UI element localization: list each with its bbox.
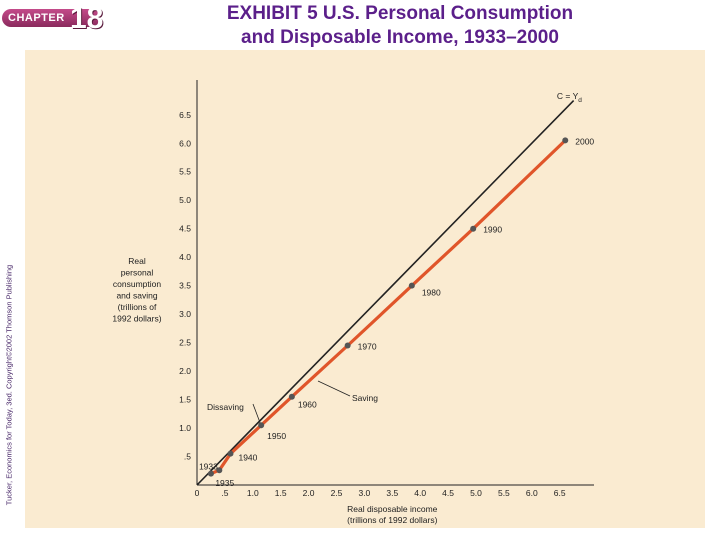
point-label-1980: 1980 (422, 288, 441, 298)
y-axis-label-line: personal (121, 268, 154, 278)
x-tick-label: 5.0 (470, 488, 482, 498)
chart-labels: Real disposable income(trillions of 1992… (112, 91, 594, 525)
x-tick-label: 6.0 (526, 488, 538, 498)
point-label-1960: 1960 (298, 400, 317, 410)
data-point (258, 422, 265, 429)
y-axis-label-line: consumption (113, 279, 161, 289)
x-tick-label: 6.5 (554, 488, 566, 498)
tick-labels: 0 .5 1.0 1.5 2.0 2.5 3.0 3.5 4.0 4.5 5.0 5.5 6.0 6.5.… (179, 110, 566, 498)
x-tick-label: 4.5 (442, 488, 454, 498)
y-tick-label: 6.0 (179, 138, 191, 148)
y-tick-label: 1.5 (179, 395, 191, 405)
y-tick-label: 3.0 (179, 309, 191, 319)
data-point (344, 342, 351, 349)
chapter-label: CHAPTER (8, 12, 65, 24)
y-tick-label: 4.0 (179, 252, 191, 262)
chart-points (207, 137, 569, 477)
x-tick-label: 4.0 (414, 488, 426, 498)
data-point (408, 282, 415, 289)
x-tick-label: 2.5 (331, 488, 343, 498)
data-point (216, 467, 223, 474)
y-tick-label: 6.5 (179, 110, 191, 120)
y-tick-label: 1.0 (179, 423, 191, 433)
y-tick-label: 3.5 (179, 281, 191, 291)
y-tick-label: 2.0 (179, 366, 191, 376)
y-axis-label-line: (trillions of (118, 302, 157, 312)
point-label-1970: 1970 (358, 341, 377, 351)
x-tick-label: .5 (221, 488, 228, 498)
y-axis-label-line: Real (128, 256, 146, 266)
chapter-number: 18 (70, 2, 104, 35)
y-tick-label: 5.5 (179, 167, 191, 177)
point-label-1990: 1990 (483, 225, 502, 235)
saving-pointer (317, 380, 351, 397)
y-tick-label: 2.5 (179, 338, 191, 348)
y-tick-label: .5 (184, 452, 191, 462)
point-label-1950: 1950 (267, 431, 286, 441)
reference-line-c-equals-yd (196, 99, 575, 486)
data-point (288, 393, 295, 400)
reference-line-label-subscript: d (578, 97, 582, 104)
x-tick-label: 5.5 (498, 488, 510, 498)
x-tick-label: 2.0 (303, 488, 315, 498)
consumption-line (210, 139, 567, 476)
axes (196, 80, 594, 486)
y-tick-label: 5.0 (179, 195, 191, 205)
chapter-pill (2, 9, 100, 27)
dissaving-label: Dissaving (207, 402, 244, 412)
data-point (207, 470, 214, 477)
chart-panel (25, 50, 705, 528)
saving-label: Saving (352, 393, 378, 403)
y-tick-label: 4.5 (179, 224, 191, 234)
x-tick-label: 3.0 (358, 488, 370, 498)
data-point (470, 225, 477, 232)
title-line-2: and Disposable Income, 1933–2000 (241, 27, 559, 48)
point-label-1940: 1940 (238, 453, 257, 463)
point-label-1933: 1933 (199, 462, 218, 472)
title-line-1: EXHIBIT 5 U.S. Personal Consumption (226, 3, 574, 24)
data-point (562, 137, 569, 144)
exhibit-title: EXHIBIT 5 U.S. Personal Consumption and … (140, 2, 660, 50)
chart-lines (196, 99, 575, 486)
x-tick-label: 1.0 (247, 488, 259, 498)
point-label-1935: 1935 (215, 478, 234, 488)
reference-line-label: C = Yd (557, 91, 582, 104)
y-axis-label-line: 1992 dollars) (112, 314, 161, 324)
x-axis-label-line-2: (trillions of 1992 dollars) (347, 515, 437, 525)
x-tick-label: 3.5 (386, 488, 398, 498)
x-tick-label: 1.5 (275, 488, 287, 498)
x-axis-label-line-1: Real disposable income (347, 504, 438, 514)
y-axis-label-line: and saving (116, 291, 157, 301)
x-tick-label: 0 (195, 488, 200, 498)
point-label-2000: 2000 (575, 136, 594, 146)
data-point (227, 450, 234, 457)
chapter-badge: CHAPTER 18 (2, 2, 104, 35)
